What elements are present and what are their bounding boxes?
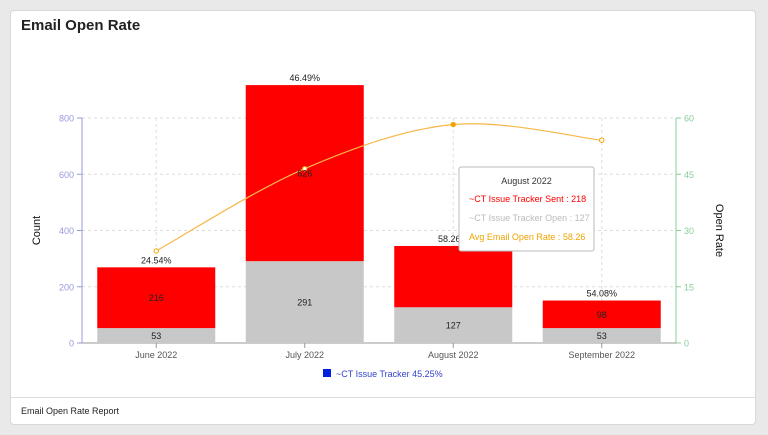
bars[interactable] — [97, 85, 661, 343]
rate-label: 58.26% — [438, 234, 469, 244]
right-tick-label: 45 — [684, 170, 694, 180]
right-tick-label: 15 — [684, 282, 694, 292]
x-tick-label: August 2022 — [428, 350, 479, 360]
chart-card: Email Open Rate Email Open Rate Report — [10, 10, 756, 425]
tooltip-line: ~CT Issue Tracker Sent : 218 — [469, 194, 586, 204]
rate-point[interactable] — [302, 165, 308, 172]
legend[interactable]: ~CT Issue Tracker 45.25% — [323, 369, 443, 379]
bar-sent-label: 216 — [149, 293, 164, 303]
bar-sent-label: 626 — [297, 169, 312, 179]
rate-point[interactable] — [450, 121, 456, 128]
right-tick-label: 60 — [684, 114, 694, 124]
tooltip: August 2022 ~CT Issue Tracker Sent : 218 ~… — [458, 166, 595, 252]
rate-label: 54.08% — [586, 289, 617, 299]
left-tick-label: 800 — [59, 114, 74, 124]
legend-marker[interactable] — [323, 369, 331, 377]
rate-label: 24.54% — [141, 255, 172, 265]
left-tick-label: 200 — [59, 282, 74, 292]
bar-open-label: 53 — [151, 331, 161, 341]
bar-open-label: 291 — [297, 298, 312, 308]
x-tick-label: July 2022 — [285, 350, 324, 360]
rate-label: 46.49% — [289, 73, 320, 83]
tooltip-line: Avg Email Open Rate : 58.26 — [469, 232, 585, 242]
bar-sent[interactable] — [394, 245, 513, 308]
card-footer: Email Open Rate Report — [11, 397, 755, 426]
bar-open[interactable] — [542, 328, 661, 343]
bar-open-label: 53 — [597, 331, 607, 341]
left-tick-label: 400 — [59, 226, 74, 236]
tooltip-box — [458, 166, 595, 252]
bar-sent[interactable] — [245, 85, 364, 262]
x-tick-label: September 2022 — [568, 350, 635, 360]
rate-line[interactable] — [153, 121, 605, 254]
right-tick-label: 30 — [684, 226, 694, 236]
left-tick-label: 600 — [59, 170, 74, 180]
bar-sent[interactable] — [97, 267, 216, 329]
bar-open[interactable] — [245, 261, 364, 343]
left-tick-label: 0 — [69, 339, 74, 349]
right-tick-label: 0 — [684, 339, 689, 349]
y-axis-title: Count — [31, 216, 43, 245]
tooltip-line: ~CT Issue Tracker Open : 127 — [469, 213, 590, 223]
rate-line-path[interactable] — [155, 123, 602, 252]
bar-open-label: 127 — [446, 321, 461, 331]
legend-label[interactable]: ~CT Issue Tracker 45.25% — [336, 369, 443, 379]
bar-sent[interactable] — [542, 300, 661, 329]
bar-sent-label: 98 — [597, 310, 607, 320]
x-tick-label: June 2022 — [135, 350, 177, 360]
y2-axis-title: Open Rate — [713, 204, 725, 257]
bar-open[interactable] — [394, 307, 513, 343]
bar-open[interactable] — [97, 328, 216, 343]
rate-point[interactable] — [153, 248, 159, 254]
tooltip-title: August 2022 — [501, 176, 552, 186]
footer-text: Email Open Rate Report — [21, 406, 120, 416]
card-title: Email Open Rate — [21, 17, 141, 34]
data-labels: 53 216 24.54% 291 626 46.49% 127 58.26% 53 98 54.0… — [141, 73, 617, 341]
rate-point[interactable] — [599, 137, 605, 143]
